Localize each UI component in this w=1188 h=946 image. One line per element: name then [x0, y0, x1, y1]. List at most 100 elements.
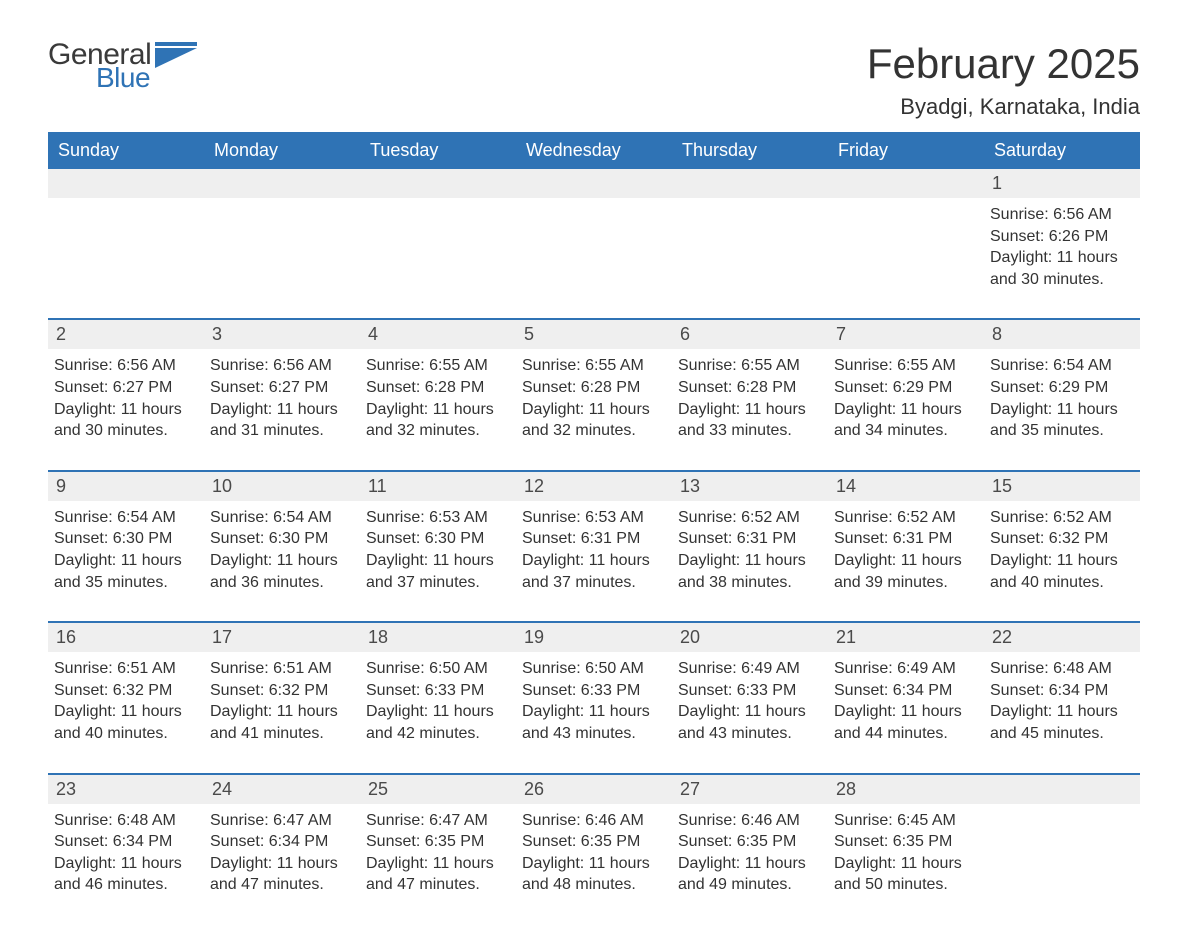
logo: General Blue [48, 40, 197, 92]
daylight-text: Daylight: 11 hours and 32 minutes. [366, 399, 510, 442]
sunrise-text: Sunrise: 6:47 AM [210, 810, 354, 832]
day-details-cell: Sunrise: 6:56 AMSunset: 6:27 PMDaylight:… [204, 349, 360, 470]
day-details-cell [204, 198, 360, 319]
day-number-cell [48, 169, 204, 198]
day-of-week-header: Wednesday [516, 132, 672, 169]
day-details-cell: Sunrise: 6:49 AMSunset: 6:33 PMDaylight:… [672, 652, 828, 773]
day-details-cell: Sunrise: 6:52 AMSunset: 6:31 PMDaylight:… [828, 501, 984, 622]
day-details-cell: Sunrise: 6:49 AMSunset: 6:34 PMDaylight:… [828, 652, 984, 773]
day-of-week-header: Sunday [48, 132, 204, 169]
sunrise-text: Sunrise: 6:56 AM [990, 204, 1134, 226]
daylight-text: Daylight: 11 hours and 32 minutes. [522, 399, 666, 442]
sunset-text: Sunset: 6:30 PM [54, 528, 198, 550]
day-details-cell [828, 198, 984, 319]
sunrise-text: Sunrise: 6:54 AM [210, 507, 354, 529]
day-number-cell: 13 [672, 471, 828, 501]
day-details-cell: Sunrise: 6:47 AMSunset: 6:34 PMDaylight:… [204, 804, 360, 906]
sunrise-text: Sunrise: 6:48 AM [54, 810, 198, 832]
day-number-row: 2345678 [48, 319, 1140, 349]
sunset-text: Sunset: 6:27 PM [210, 377, 354, 399]
sunrise-text: Sunrise: 6:56 AM [210, 355, 354, 377]
daylight-text: Daylight: 11 hours and 45 minutes. [990, 701, 1134, 744]
day-number-cell: 7 [828, 319, 984, 349]
sunset-text: Sunset: 6:29 PM [990, 377, 1134, 399]
sunrise-text: Sunrise: 6:49 AM [678, 658, 822, 680]
day-details-cell: Sunrise: 6:46 AMSunset: 6:35 PMDaylight:… [516, 804, 672, 906]
day-number-cell: 28 [828, 774, 984, 804]
day-number-cell: 25 [360, 774, 516, 804]
sunrise-text: Sunrise: 6:45 AM [834, 810, 978, 832]
daylight-text: Daylight: 11 hours and 47 minutes. [366, 853, 510, 896]
day-number-cell [984, 774, 1140, 804]
sunset-text: Sunset: 6:34 PM [54, 831, 198, 853]
day-details-cell: Sunrise: 6:48 AMSunset: 6:34 PMDaylight:… [984, 652, 1140, 773]
day-details-cell: Sunrise: 6:54 AMSunset: 6:30 PMDaylight:… [48, 501, 204, 622]
sunrise-text: Sunrise: 6:47 AM [366, 810, 510, 832]
day-details-cell: Sunrise: 6:45 AMSunset: 6:35 PMDaylight:… [828, 804, 984, 906]
day-details-cell [48, 198, 204, 319]
sunset-text: Sunset: 6:31 PM [522, 528, 666, 550]
sunset-text: Sunset: 6:32 PM [54, 680, 198, 702]
sunrise-text: Sunrise: 6:54 AM [54, 507, 198, 529]
day-number-cell [204, 169, 360, 198]
sunset-text: Sunset: 6:32 PM [210, 680, 354, 702]
day-details-cell: Sunrise: 6:55 AMSunset: 6:28 PMDaylight:… [360, 349, 516, 470]
day-number-cell: 17 [204, 622, 360, 652]
sunset-text: Sunset: 6:28 PM [522, 377, 666, 399]
day-number-cell [516, 169, 672, 198]
day-of-week-header: Monday [204, 132, 360, 169]
day-details-cell: Sunrise: 6:53 AMSunset: 6:30 PMDaylight:… [360, 501, 516, 622]
daylight-text: Daylight: 11 hours and 37 minutes. [522, 550, 666, 593]
day-number-cell: 27 [672, 774, 828, 804]
sunrise-text: Sunrise: 6:55 AM [834, 355, 978, 377]
daylight-text: Daylight: 11 hours and 39 minutes. [834, 550, 978, 593]
sunset-text: Sunset: 6:31 PM [678, 528, 822, 550]
day-number-cell: 26 [516, 774, 672, 804]
day-of-week-row: SundayMondayTuesdayWednesdayThursdayFrid… [48, 132, 1140, 169]
sunset-text: Sunset: 6:35 PM [678, 831, 822, 853]
sunset-text: Sunset: 6:34 PM [990, 680, 1134, 702]
day-number-cell: 19 [516, 622, 672, 652]
sunset-text: Sunset: 6:30 PM [366, 528, 510, 550]
day-number-cell: 15 [984, 471, 1140, 501]
daylight-text: Daylight: 11 hours and 33 minutes. [678, 399, 822, 442]
day-number-cell: 9 [48, 471, 204, 501]
day-number-cell: 5 [516, 319, 672, 349]
location-subtitle: Byadgi, Karnataka, India [867, 94, 1140, 120]
daylight-text: Daylight: 11 hours and 35 minutes. [990, 399, 1134, 442]
day-details-cell: Sunrise: 6:56 AMSunset: 6:26 PMDaylight:… [984, 198, 1140, 319]
day-details-cell: Sunrise: 6:51 AMSunset: 6:32 PMDaylight:… [48, 652, 204, 773]
sunrise-text: Sunrise: 6:55 AM [522, 355, 666, 377]
day-details-cell: Sunrise: 6:55 AMSunset: 6:28 PMDaylight:… [516, 349, 672, 470]
day-details-cell: Sunrise: 6:55 AMSunset: 6:29 PMDaylight:… [828, 349, 984, 470]
sunset-text: Sunset: 6:32 PM [990, 528, 1134, 550]
sunrise-text: Sunrise: 6:52 AM [678, 507, 822, 529]
flag-icon [155, 42, 197, 72]
day-number-cell: 2 [48, 319, 204, 349]
sunset-text: Sunset: 6:26 PM [990, 226, 1134, 248]
day-details-cell: Sunrise: 6:56 AMSunset: 6:27 PMDaylight:… [48, 349, 204, 470]
sunset-text: Sunset: 6:28 PM [366, 377, 510, 399]
daylight-text: Daylight: 11 hours and 46 minutes. [54, 853, 198, 896]
day-number-cell: 11 [360, 471, 516, 501]
day-details-row: Sunrise: 6:56 AMSunset: 6:26 PMDaylight:… [48, 198, 1140, 319]
day-details-cell: Sunrise: 6:55 AMSunset: 6:28 PMDaylight:… [672, 349, 828, 470]
day-details-cell [360, 198, 516, 319]
daylight-text: Daylight: 11 hours and 42 minutes. [366, 701, 510, 744]
day-number-cell: 24 [204, 774, 360, 804]
daylight-text: Daylight: 11 hours and 40 minutes. [990, 550, 1134, 593]
sunset-text: Sunset: 6:33 PM [678, 680, 822, 702]
sunrise-text: Sunrise: 6:46 AM [522, 810, 666, 832]
sunrise-text: Sunrise: 6:52 AM [834, 507, 978, 529]
day-number-row: 1 [48, 169, 1140, 198]
daylight-text: Daylight: 11 hours and 36 minutes. [210, 550, 354, 593]
day-details-cell [984, 804, 1140, 906]
day-number-cell [672, 169, 828, 198]
sunset-text: Sunset: 6:27 PM [54, 377, 198, 399]
day-number-cell: 20 [672, 622, 828, 652]
day-details-row: Sunrise: 6:56 AMSunset: 6:27 PMDaylight:… [48, 349, 1140, 470]
day-number-cell [828, 169, 984, 198]
sunset-text: Sunset: 6:31 PM [834, 528, 978, 550]
day-number-row: 9101112131415 [48, 471, 1140, 501]
sunrise-text: Sunrise: 6:51 AM [210, 658, 354, 680]
